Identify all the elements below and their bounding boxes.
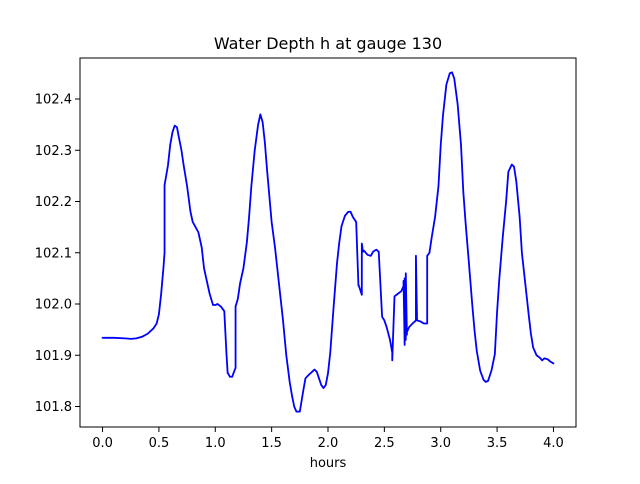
series-layer [101,71,555,413]
chart-title: Water Depth h at gauge 130 [214,34,442,53]
x-tick-label: 3.5 [487,436,508,451]
y-tick-label: 101.9 [35,349,72,364]
x-tick-label: 0.0 [92,436,113,451]
y-tick-label: 102.4 [35,93,72,108]
x-axis-label: hours [310,456,347,471]
x-tick-label: 2.5 [374,436,395,451]
x-tick-label: 1.0 [205,436,226,451]
x-axis: 0.0 0.5 1.0 1.5 2.0 2.5 3.0 3.5 4.0 [92,427,564,451]
y-axis: 101.8 101.9 102.0 102.1 102.2 102.3 102.4 [35,93,80,415]
y-tick-label: 102.2 [35,195,72,210]
y-tick-label: 102.3 [35,144,72,159]
x-tick-label: 0.5 [149,436,170,451]
x-tick-label: 3.0 [430,436,451,451]
y-tick-label: 102.1 [35,246,72,261]
y-tick-label: 102.0 [35,298,72,313]
x-tick-label: 2.0 [318,436,339,451]
x-tick-label: 4.0 [543,436,564,451]
series-line-0 [101,71,555,413]
y-tick-label: 101.8 [35,400,72,415]
x-tick-label: 1.5 [261,436,282,451]
